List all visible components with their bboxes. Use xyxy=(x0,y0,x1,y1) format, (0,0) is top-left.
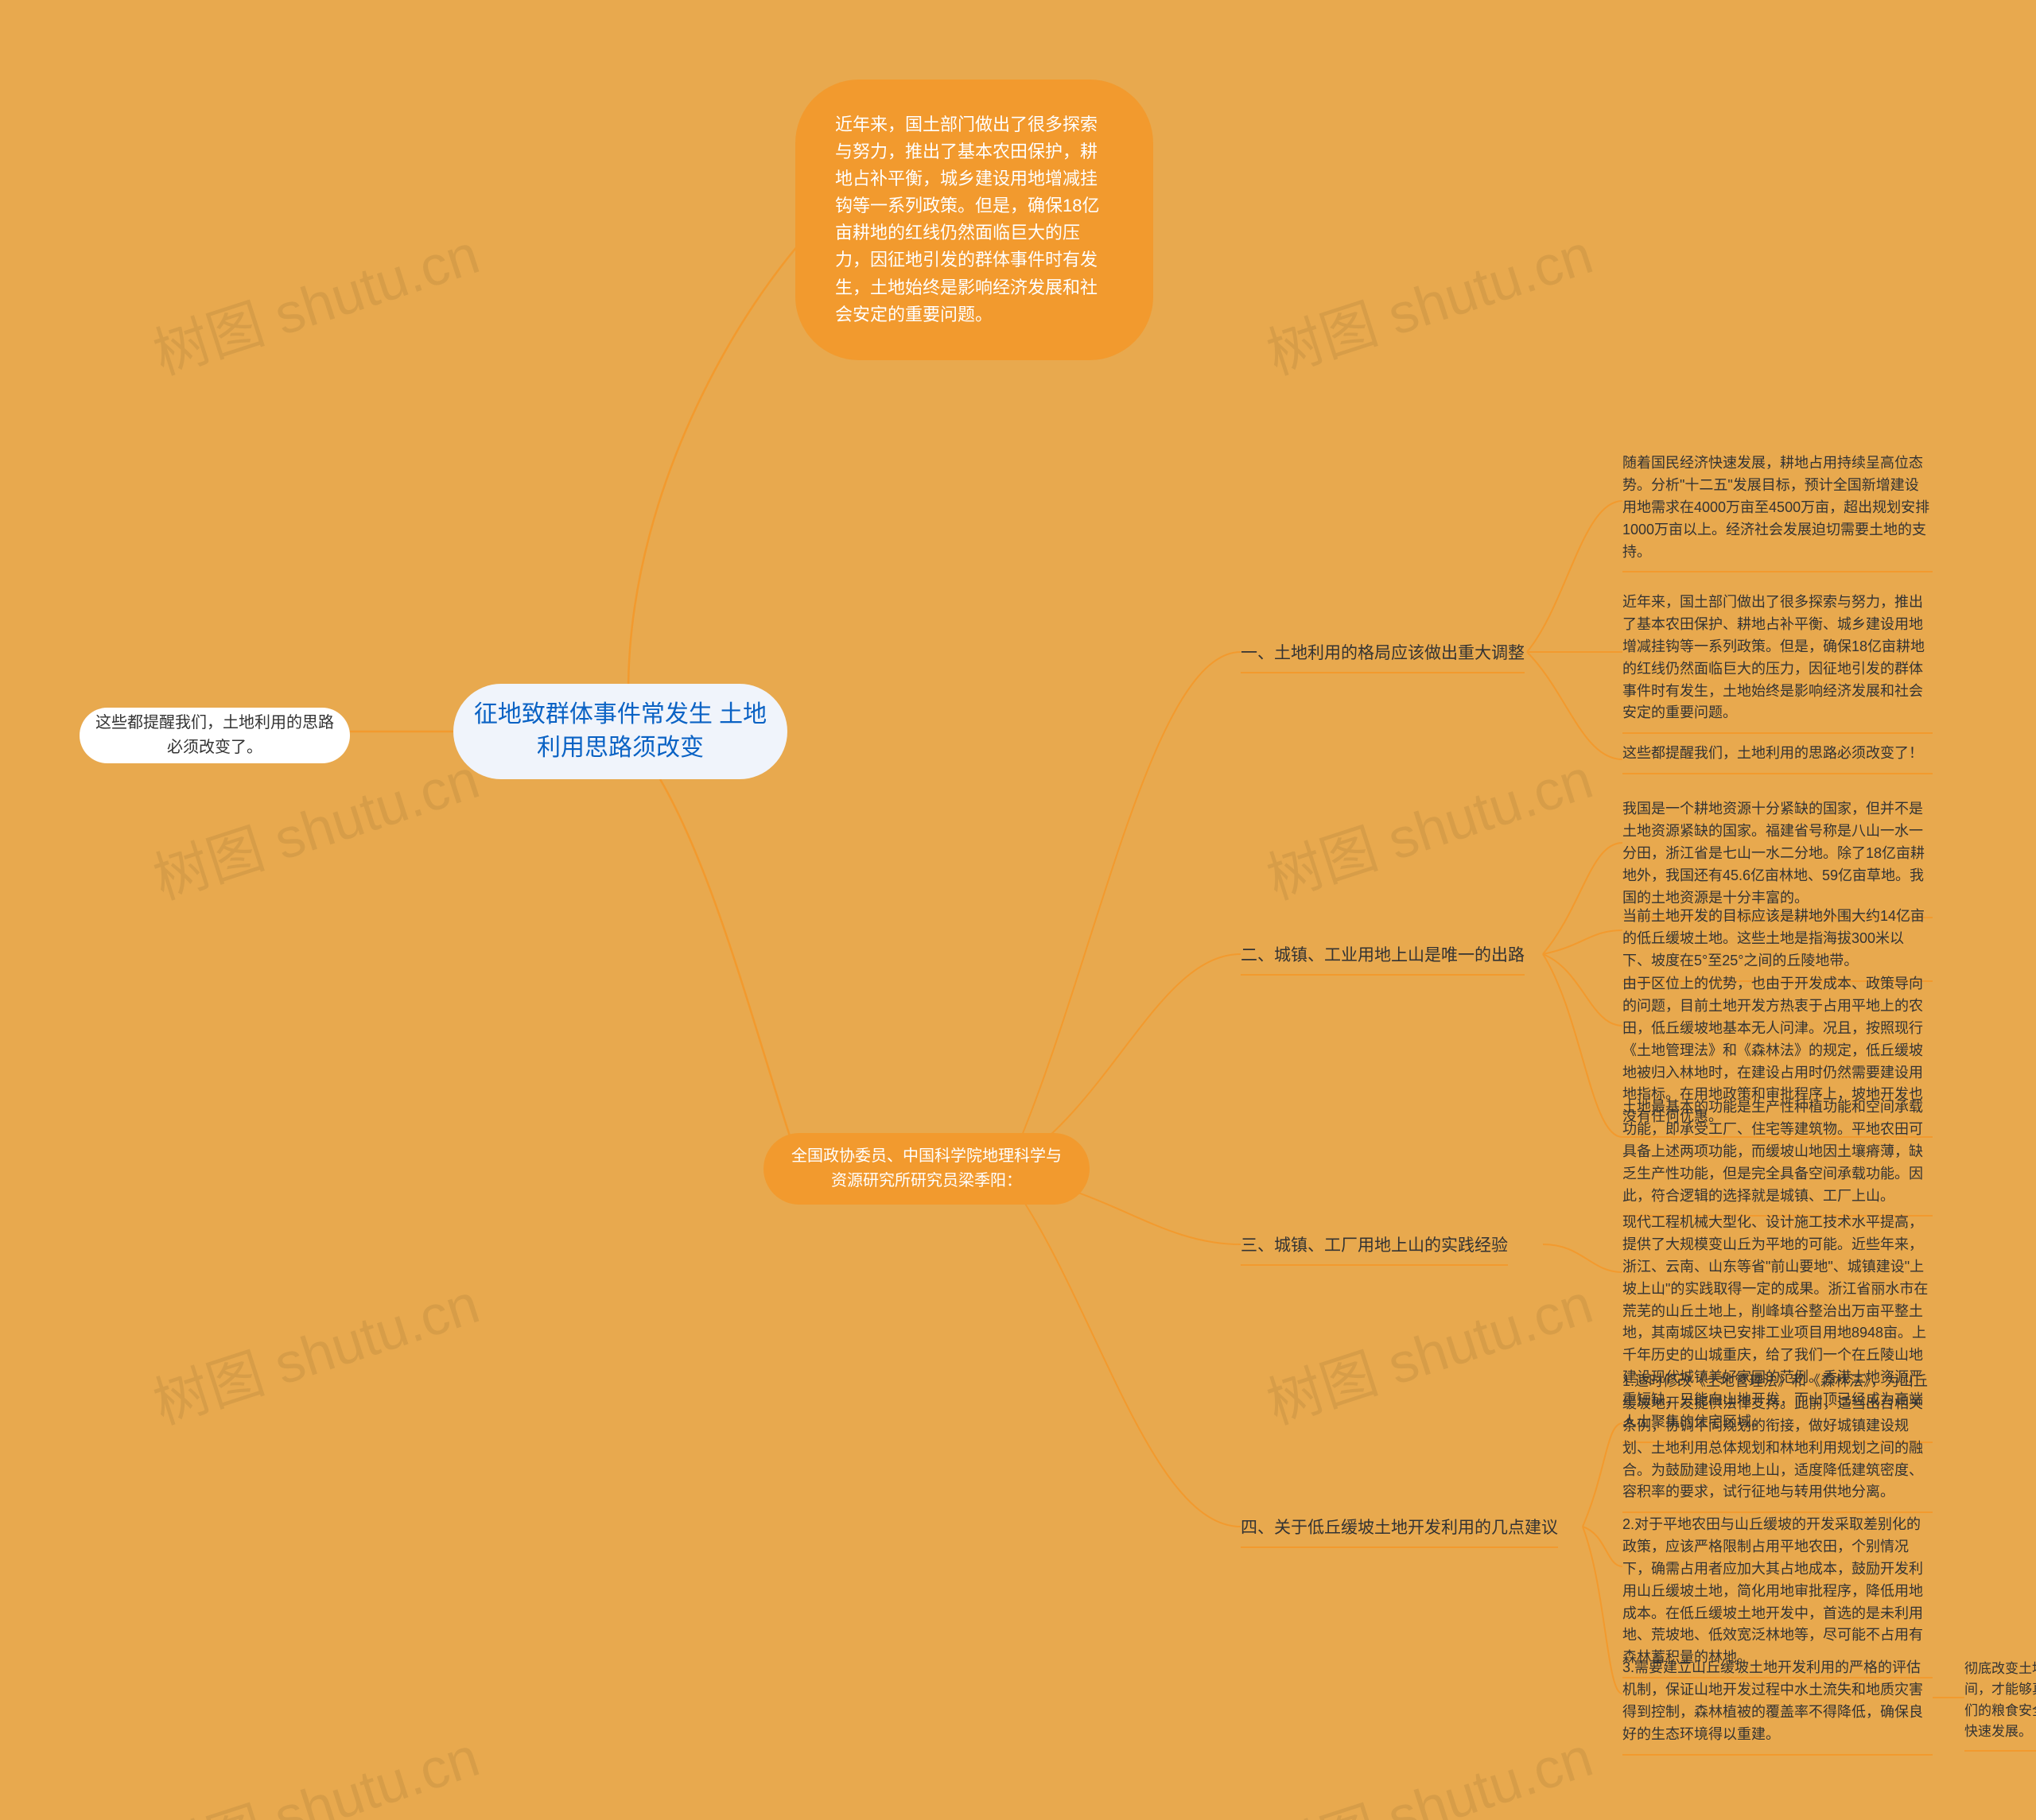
branch-1-leaf-1[interactable]: 随着国民经济快速发展，耕地占用持续呈高位态势。分析"十二五"发展目标，预计全国新… xyxy=(1622,449,1933,572)
leaf-text: 这些都提醒我们，土地利用的思路必须改变了！ xyxy=(1622,745,1923,761)
tail-note[interactable]: 彻底改变土地开发思维，向山地拓展生产生活空间，才能够真正保护我们18亿亩耕地，既… xyxy=(1964,1655,2036,1752)
leaf-text: 近年来，国土部门做出了很多探索与努力，推出了基本农田保护、耕地占补平衡、城乡建设… xyxy=(1622,594,1925,720)
top-paragraph-node[interactable]: 近年来，国土部门做出了很多探索与努力，推出了基本农田保护，耕地占补平衡，城乡建设… xyxy=(795,80,1153,360)
branch-2-label[interactable]: 二、城镇、工业用地上山是唯一的出路 xyxy=(1241,938,1525,976)
left-note-text: 这些都提醒我们，土地利用的思路必须改变了。 xyxy=(95,711,334,760)
branch-4-leaf-1[interactable]: 1.适时修改《土地管理法》和《森林法》，为山丘缓坡地开发提供法律支持。此前，适当… xyxy=(1622,1368,1933,1513)
author-text: 全国政协委员、中国科学院地理科学与资源研究所研究员梁季阳： xyxy=(787,1144,1066,1193)
leaf-text: 当前土地开发的目标应该是耕地外围大约14亿亩的低丘缓坡土地。这些土地是指海拔30… xyxy=(1622,908,1925,968)
watermark: 树图 shutu.cn xyxy=(1256,1713,1602,1820)
branch-2-leaf-1[interactable]: 我国是一个耕地资源十分紧缺的国家，但并不是土地资源紧缺的国家。福建省号称是八山一… xyxy=(1622,795,1933,918)
left-note-node[interactable]: 这些都提醒我们，土地利用的思路必须改变了。 xyxy=(80,708,350,763)
watermark: 树图 shutu.cn xyxy=(142,1713,488,1820)
branch-2-text: 二、城镇、工业用地上山是唯一的出路 xyxy=(1241,946,1525,964)
top-paragraph-text: 近年来，国土部门做出了很多探索与努力，推出了基本农田保护，耕地占补平衡，城乡建设… xyxy=(835,114,1099,324)
watermark: 树图 shutu.cn xyxy=(142,210,488,390)
watermark: 树图 shutu.cn xyxy=(142,1259,488,1440)
branch-1-label[interactable]: 一、土地利用的格局应该做出重大调整 xyxy=(1241,636,1525,673)
branch-1-leaf-3[interactable]: 这些都提醒我们，土地利用的思路必须改变了！ xyxy=(1622,739,1933,774)
leaf-text: 土地最基本的功能是生产性种植功能和空间承载功能，即承受工厂、住宅等建筑物。平地农… xyxy=(1622,1099,1923,1204)
leaf-text: 1.适时修改《土地管理法》和《森林法》，为山丘缓坡地开发提供法律支持。此前，适当… xyxy=(1622,1373,1928,1500)
branch-4-text: 四、关于低丘缓坡土地开发利用的几点建议 xyxy=(1241,1519,1558,1537)
branch-4-leaf-3[interactable]: 3.需要建立山丘缓坡土地开发利用的严格的评估机制，保证山地开发过程中水土流失和地… xyxy=(1622,1654,1933,1756)
watermark: 树图 shutu.cn xyxy=(1256,735,1602,915)
watermark: 树图 shutu.cn xyxy=(1256,210,1602,390)
leaf-text: 随着国民经济快速发展，耕地占用持续呈高位态势。分析"十二五"发展目标，预计全国新… xyxy=(1622,455,1929,560)
branch-3-text: 三、城镇、工厂用地上山的实践经验 xyxy=(1241,1236,1508,1255)
branch-3-label[interactable]: 三、城镇、工厂用地上山的实践经验 xyxy=(1241,1228,1508,1266)
branch-1-leaf-2[interactable]: 近年来，国土部门做出了很多探索与努力，推出了基本农田保护、耕地占补平衡、城乡建设… xyxy=(1622,588,1933,734)
branch-2-leaf-4[interactable]: 土地最基本的功能是生产性种植功能和空间承载功能，即承受工厂、住宅等建筑物。平地农… xyxy=(1622,1093,1933,1217)
center-topic[interactable]: 征地致群体事件常发生 土地利用思路须改变 xyxy=(453,684,787,779)
center-topic-label: 征地致群体事件常发生 土地利用思路须改变 xyxy=(469,698,771,765)
leaf-text: 我国是一个耕地资源十分紧缺的国家，但并不是土地资源紧缺的国家。福建省号称是八山一… xyxy=(1622,801,1925,906)
tail-note-text: 彻底改变土地开发思维，向山地拓展生产生活空间，才能够真正保护我们18亿亩耕地，既… xyxy=(1964,1661,2036,1739)
watermark: 树图 shutu.cn xyxy=(1256,1259,1602,1440)
leaf-text: 2.对于平地农田与山丘缓坡的开发采取差别化的政策，应该严格限制占用平地农田，个别… xyxy=(1622,1516,1923,1665)
leaf-text: 3.需要建立山丘缓坡土地开发利用的严格的评估机制，保证山地开发过程中水土流失和地… xyxy=(1622,1659,1923,1742)
branch-1-text: 一、土地利用的格局应该做出重大调整 xyxy=(1241,644,1525,662)
branch-4-label[interactable]: 四、关于低丘缓坡土地开发利用的几点建议 xyxy=(1241,1511,1558,1548)
author-node[interactable]: 全国政协委员、中国科学院地理科学与资源研究所研究员梁季阳： xyxy=(764,1133,1090,1205)
